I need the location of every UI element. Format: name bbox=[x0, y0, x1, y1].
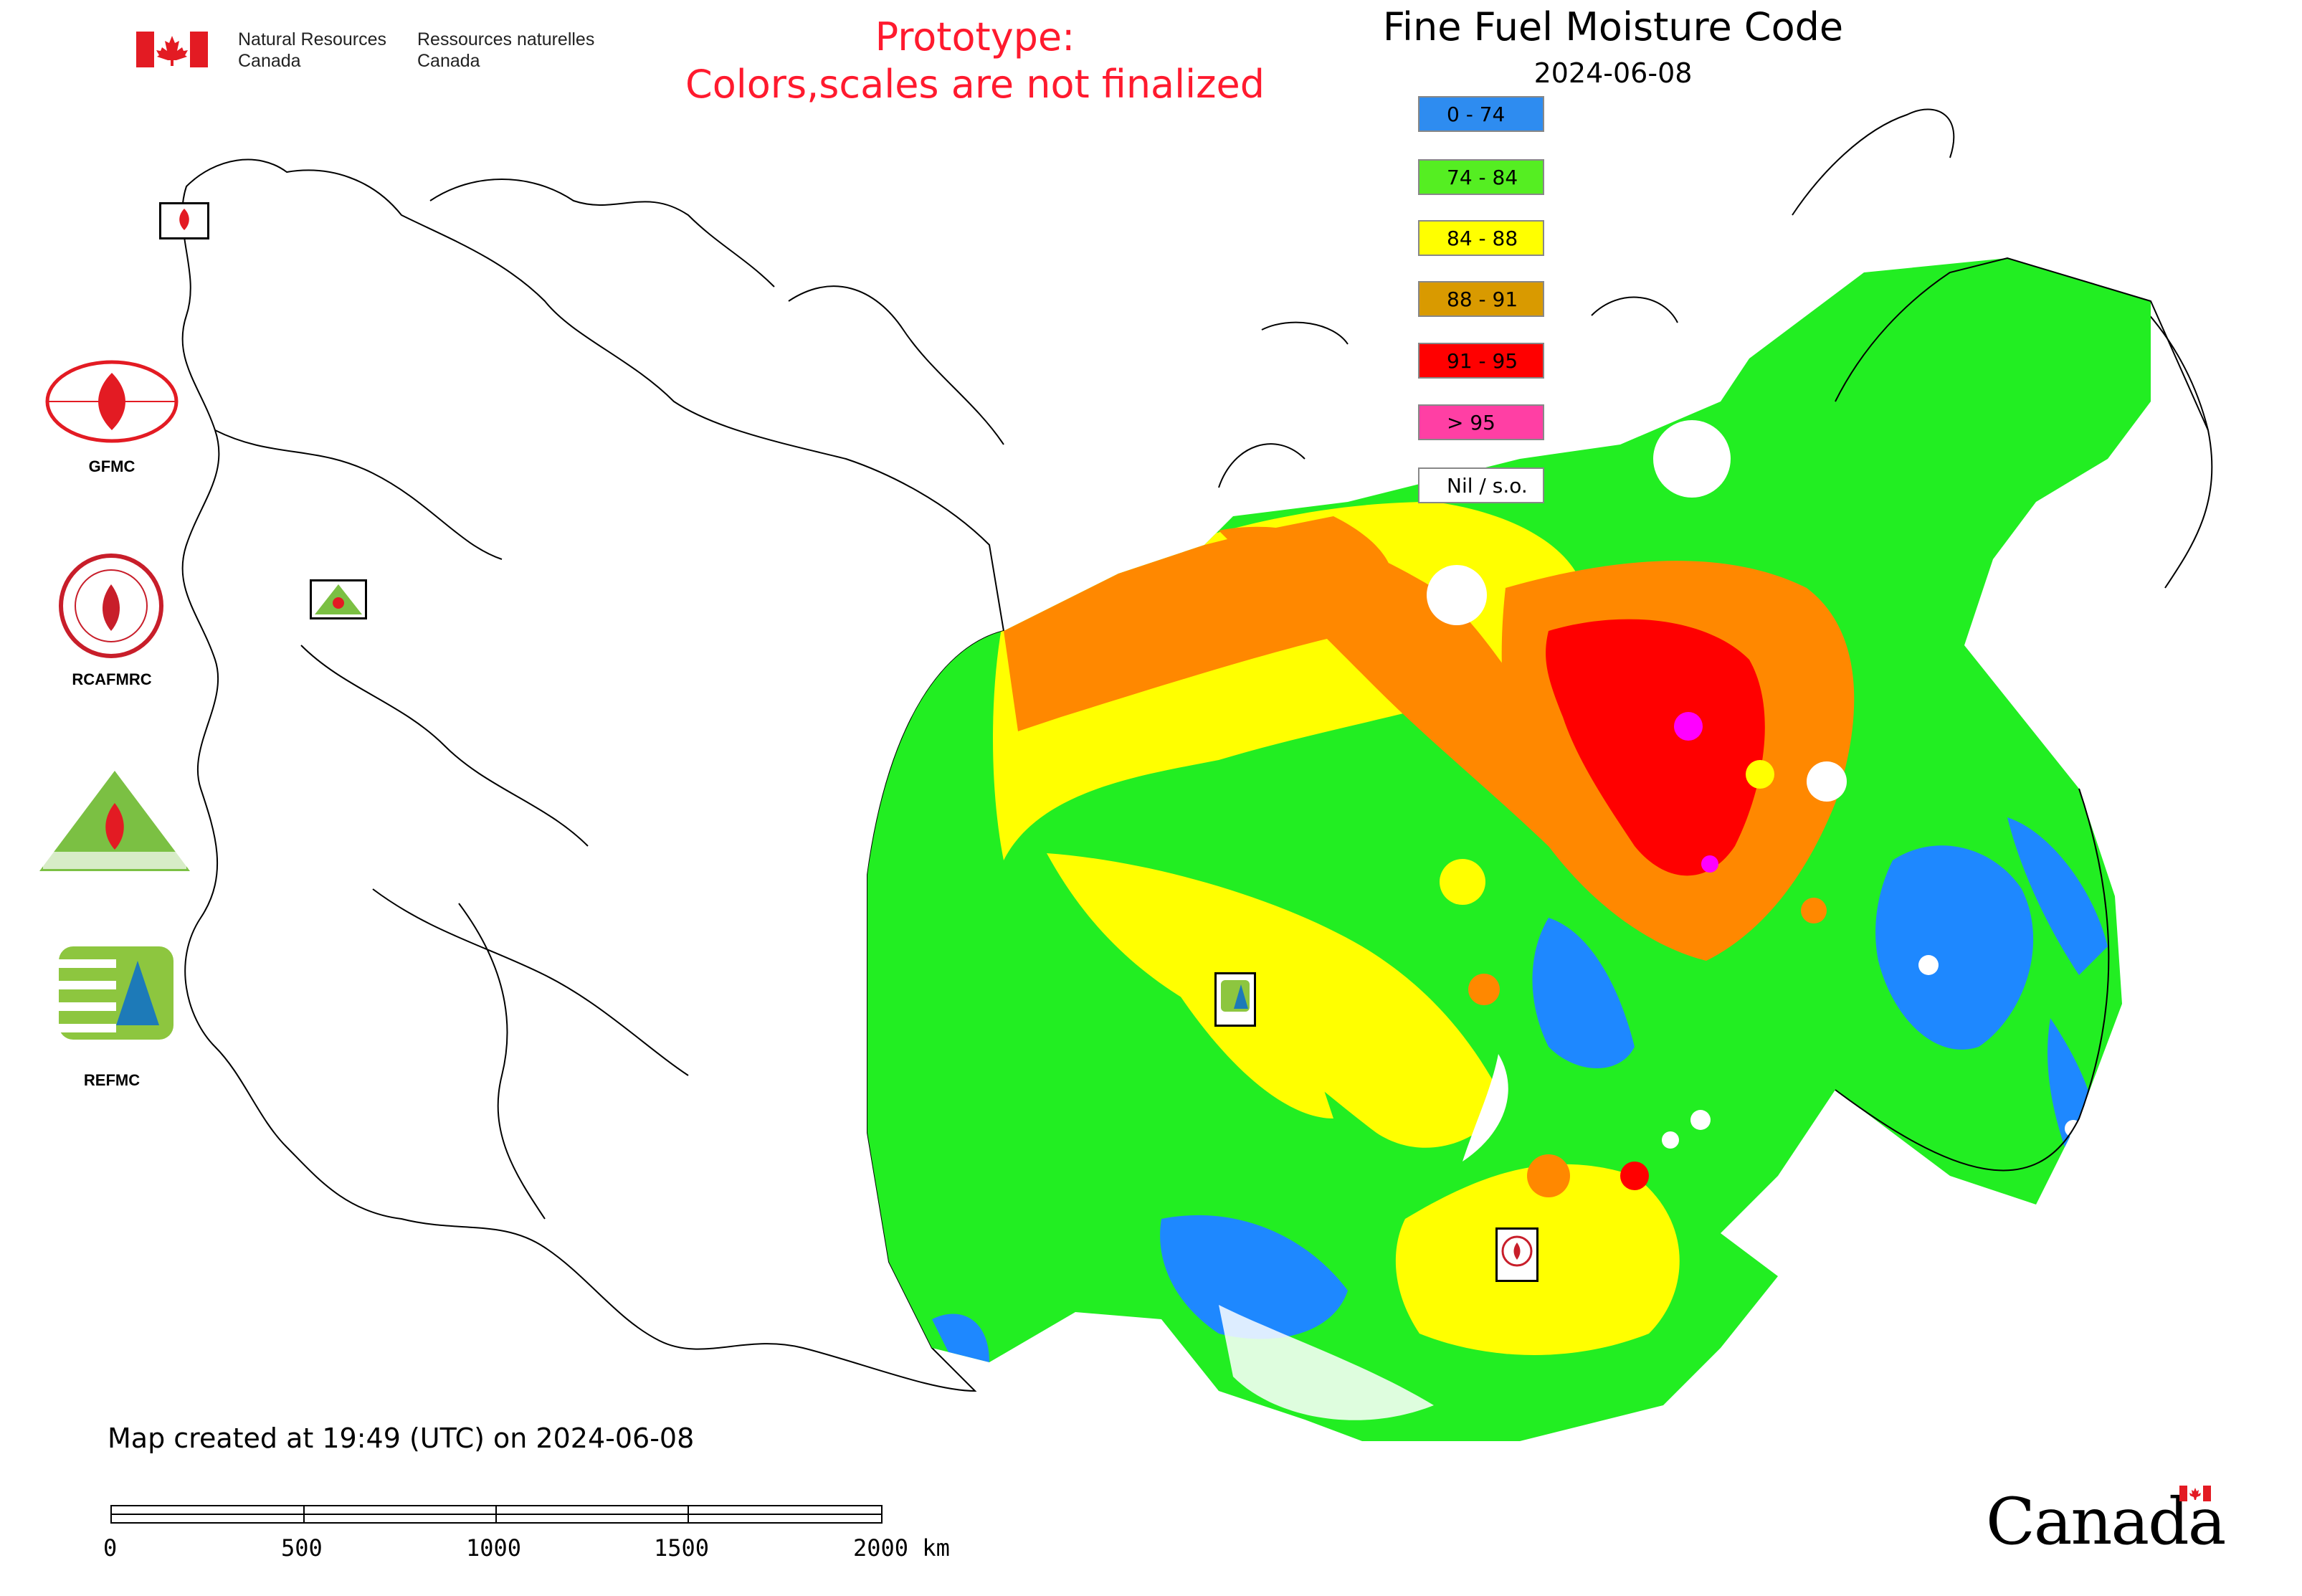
reefmc-map-marker[interactable] bbox=[310, 579, 367, 619]
eastern-coastlines bbox=[1835, 257, 2213, 1172]
legend-item: 0 - 74 bbox=[1418, 96, 1544, 132]
scale-label: 1500 bbox=[654, 1534, 710, 1562]
canada-flag-icon bbox=[136, 32, 208, 67]
rcafmrc-label: RCAFMRC bbox=[72, 670, 152, 688]
refmc-label: REFMC bbox=[83, 1071, 141, 1089]
legend-item: 91 - 95 bbox=[1418, 343, 1544, 379]
country-outlines bbox=[181, 108, 2209, 1392]
nrcan-en-line1: Natural Resources bbox=[238, 29, 387, 49]
legend-item: > 95 bbox=[1418, 404, 1544, 440]
scale-label: 500 bbox=[281, 1534, 323, 1562]
nrcan-fr-line1: Ressources naturelles bbox=[417, 29, 595, 49]
ffmc-raster bbox=[867, 258, 2151, 1441]
nrcan-en-line2: Canada bbox=[238, 51, 301, 71]
gfmc-logo bbox=[40, 358, 184, 445]
map-created-timestamp: Map created at 19:49 (UTC) on 2024-06-08 bbox=[108, 1422, 695, 1454]
scale-bar bbox=[110, 1505, 883, 1524]
nrcan-name-en: Natural Resources Canada bbox=[238, 29, 386, 72]
canada-wordmark-flag-icon bbox=[2179, 1486, 2211, 1501]
scale-label: 0 bbox=[103, 1534, 118, 1562]
map-date: 2024-06-08 bbox=[1533, 57, 1693, 89]
gfmc-map-marker[interactable] bbox=[159, 202, 209, 239]
legend-item: 74 - 84 bbox=[1418, 159, 1544, 195]
nrcan-fr-line2: Canada bbox=[417, 51, 480, 71]
nrcan-name-fr: Ressources naturelles Canada bbox=[417, 29, 594, 72]
scale-label: 2000 km bbox=[853, 1534, 950, 1562]
prototype-notice-line2: Colors,scales are not finalized bbox=[685, 62, 1265, 107]
canada-wordmark: Canada bbox=[1986, 1484, 2230, 1563]
refmc-logo bbox=[59, 946, 173, 1040]
scale-label: 1000 bbox=[466, 1534, 522, 1562]
refmc-map-marker[interactable] bbox=[1214, 972, 1256, 1027]
legend-item: 84 - 88 bbox=[1418, 220, 1544, 256]
reefmc-logo bbox=[36, 767, 194, 875]
map-title: Fine Fuel Moisture Code bbox=[1382, 4, 1844, 49]
rcafmrc-logo bbox=[57, 552, 165, 660]
legend-item: 88 - 91 bbox=[1418, 281, 1544, 317]
rcafmrc-map-marker[interactable] bbox=[1495, 1227, 1538, 1282]
gfmc-label: GFMC bbox=[88, 457, 135, 475]
legend-item: Nil / s.o. bbox=[1418, 467, 1544, 503]
prototype-notice-line1: Prototype: bbox=[875, 14, 1075, 60]
